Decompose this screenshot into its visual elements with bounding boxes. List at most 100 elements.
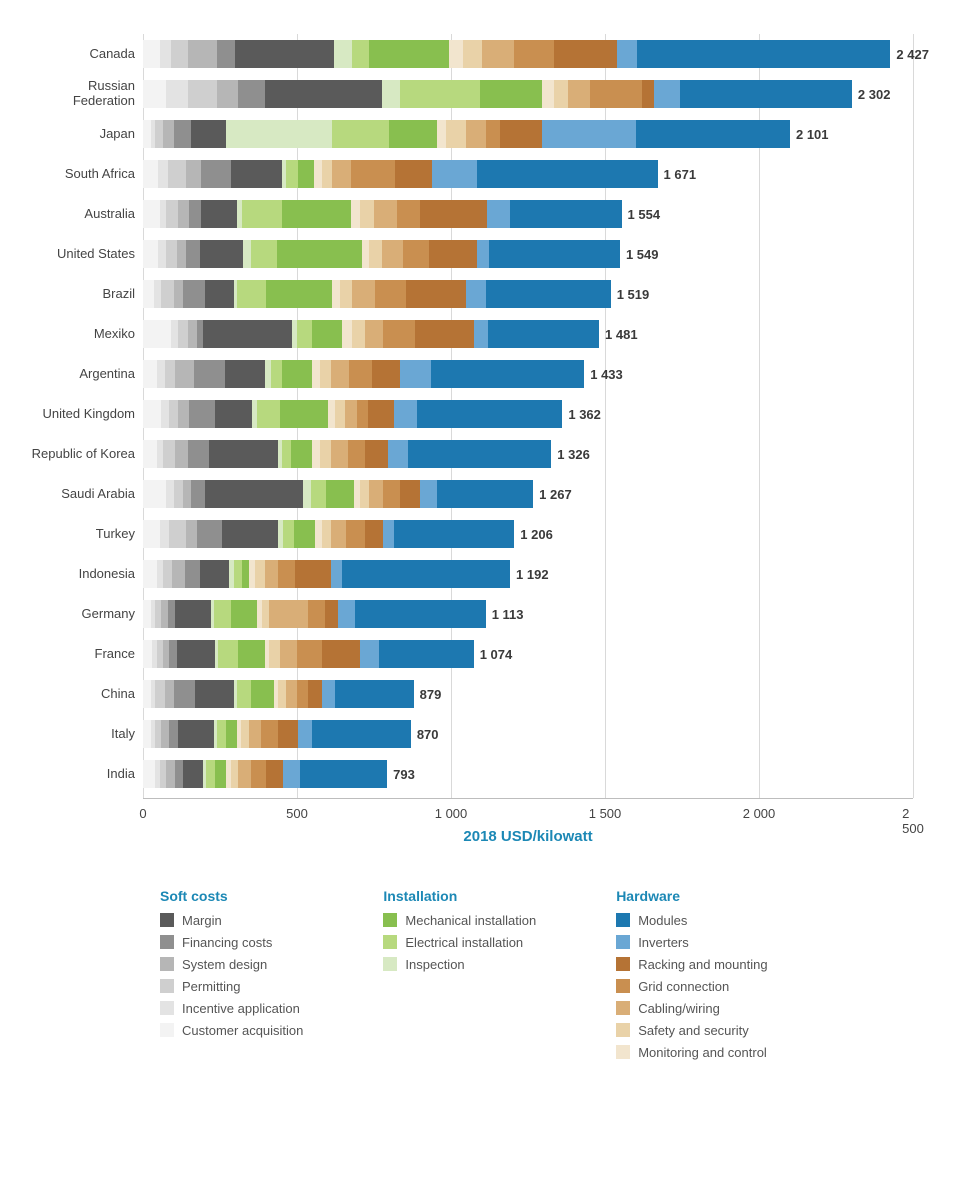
bar-segment-customer-acquisition	[143, 120, 151, 148]
bar-segment-customer-acquisition	[143, 520, 160, 548]
x-axis	[143, 798, 913, 799]
bar-segment-modules	[342, 560, 510, 588]
bar-segment-modules	[488, 320, 599, 348]
bar-segment-mechanical-installation	[369, 40, 449, 68]
bar-segment-monitoring-and-control	[362, 240, 370, 268]
bar-segment-margin	[200, 240, 243, 268]
bar-segment-electrical-installation	[237, 280, 266, 308]
legend-swatch	[383, 913, 397, 927]
bar-segment-racking-and-mounting	[295, 560, 330, 588]
bar-segment-mechanical-installation	[326, 480, 354, 508]
bar-segment-cabling-wiring	[331, 360, 349, 388]
bar-segment-safety-and-security	[360, 200, 374, 228]
legend-item: Grid connection	[616, 976, 767, 996]
bar-segment-customer-acquisition	[143, 680, 151, 708]
row-total: 2 302	[852, 87, 891, 102]
bar-segment-safety-and-security	[278, 680, 286, 708]
chart-row: Turkey1 206	[30, 514, 553, 554]
bar-segment-electrical-installation	[214, 600, 231, 628]
stacked-bar	[143, 520, 514, 548]
row-label: Canada	[30, 47, 143, 62]
bar-segment-cabling-wiring	[382, 240, 404, 268]
legend-swatch	[160, 935, 174, 949]
bar-segment-mechanical-installation	[215, 760, 226, 788]
chart-row: Italy 870	[30, 714, 439, 754]
bar-segment-grid-connection	[346, 520, 364, 548]
row-label: Italy	[30, 727, 143, 742]
stacked-bar	[143, 640, 474, 668]
bar-segment-racking-and-mounting	[368, 400, 394, 428]
row-total: 1 433	[584, 367, 623, 382]
bar-segment-grid-connection	[357, 400, 368, 428]
bar-segment-racking-and-mounting	[554, 40, 617, 68]
stacked-bar	[143, 600, 486, 628]
bar-segment-system-design	[175, 360, 193, 388]
bar-segment-grid-connection	[251, 760, 266, 788]
x-tick-label: 0	[139, 806, 146, 821]
chart-row: South Africa1 671	[30, 154, 696, 194]
row-label: Turkey	[30, 527, 143, 542]
bar-segment-cabling-wiring	[269, 600, 308, 628]
legend-label: System design	[182, 957, 267, 972]
legend-swatch	[616, 1001, 630, 1015]
legend-item: Safety and security	[616, 1020, 767, 1040]
bar-segment-mechanical-installation	[266, 280, 332, 308]
bar-segment-mechanical-installation	[238, 640, 264, 668]
legend-label: Mechanical installation	[405, 913, 536, 928]
x-tick-label: 500	[286, 806, 308, 821]
bar-segment-safety-and-security	[255, 560, 264, 588]
legend-label: Monitoring and control	[638, 1045, 767, 1060]
bar-segment-safety-and-security	[352, 320, 364, 348]
bar-segment-modules	[437, 480, 533, 508]
row-label: Indonesia	[30, 567, 143, 582]
bar-segment-permitting	[168, 160, 186, 188]
row-total: 1 074	[474, 647, 513, 662]
bar-segment-permitting	[169, 520, 186, 548]
legend-swatch	[160, 1023, 174, 1037]
bar-segment-electrical-installation	[237, 680, 251, 708]
bar-segment-financing-costs	[174, 120, 191, 148]
bar-segment-racking-and-mounting	[406, 280, 466, 308]
bar-segment-electrical-installation	[297, 320, 312, 348]
bar-segment-financing-costs	[175, 760, 183, 788]
bar-segment-electrical-installation	[286, 160, 298, 188]
bar-segment-cabling-wiring	[249, 720, 261, 748]
row-label: Germany	[30, 607, 143, 622]
bar-segment-racking-and-mounting	[308, 680, 322, 708]
bar-segment-permitting	[161, 280, 173, 308]
legend-label: Incentive application	[182, 1001, 300, 1016]
bar-segment-racking-and-mounting	[325, 600, 339, 628]
bar-segment-incentive-application	[166, 480, 174, 508]
row-label: United Kingdom	[30, 407, 143, 422]
stacked-bar	[143, 160, 658, 188]
bar-segment-system-design	[172, 560, 184, 588]
bar-segment-inverters	[474, 320, 488, 348]
legend-label: Racking and mounting	[638, 957, 767, 972]
bar-segment-grid-connection	[375, 280, 406, 308]
legend-swatch	[616, 957, 630, 971]
bar-segment-monitoring-and-control	[332, 280, 340, 308]
bar-segment-modules	[680, 80, 852, 108]
row-total: 793	[387, 767, 415, 782]
legend-item: Customer acquisition	[160, 1020, 303, 1040]
bar-segment-incentive-application	[158, 240, 166, 268]
row-label: Saudi Arabia	[30, 487, 143, 502]
bar-segment-system-design	[186, 160, 201, 188]
bar-segment-financing-costs	[169, 720, 178, 748]
chart-row: France1 074	[30, 634, 512, 674]
bar-segment-system-design	[166, 760, 175, 788]
bar-segment-safety-and-security	[262, 600, 270, 628]
row-label: South Africa	[30, 167, 143, 182]
row-total: 870	[411, 727, 439, 742]
bar-segment-customer-acquisition	[143, 200, 160, 228]
bar-segment-permitting	[155, 120, 163, 148]
bar-segment-margin	[191, 120, 226, 148]
bar-segment-monitoring-and-control	[437, 120, 446, 148]
bar-segment-monitoring-and-control	[342, 320, 353, 348]
bar-segment-mechanical-installation	[294, 520, 316, 548]
bar-segment-system-design	[217, 80, 239, 108]
bar-segment-permitting	[163, 440, 175, 468]
bar-segment-financing-costs	[189, 200, 201, 228]
bar-segment-financing-costs	[238, 80, 264, 108]
bar-segment-financing-costs	[191, 480, 205, 508]
